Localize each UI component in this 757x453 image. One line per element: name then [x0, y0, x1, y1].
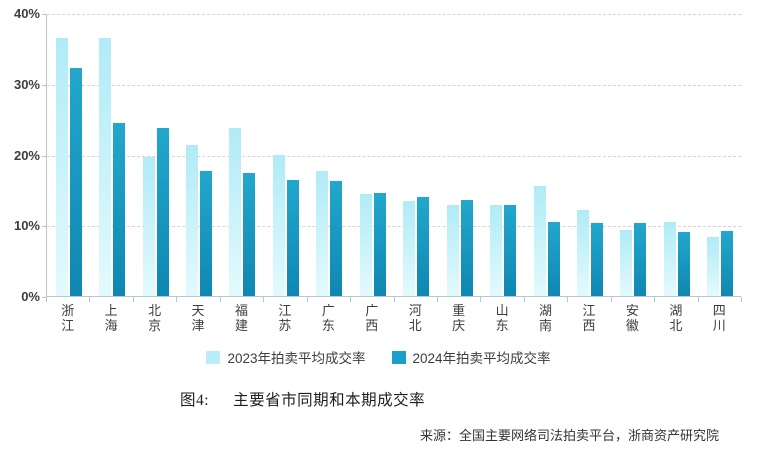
- x-tick-mark: [263, 297, 265, 302]
- bar-2023-河北: [403, 200, 416, 296]
- bar-2024-江西: [590, 223, 603, 296]
- x-tick-mark: [350, 297, 352, 302]
- bar-2023-安徽: [620, 229, 633, 296]
- y-tick-label-20%: 20%: [13, 147, 40, 163]
- y-tick-label-0%: 0%: [21, 289, 40, 304]
- gridline-20%: [47, 155, 741, 157]
- y-tick-mark: [42, 297, 46, 298]
- bar-2023-湖北: [663, 221, 676, 296]
- legend-label-2024: 2024年拍卖平均成交率: [412, 351, 551, 366]
- y-tick-label-10%: 10%: [13, 218, 40, 234]
- x-axis-label-重庆: 重庆: [452, 303, 466, 333]
- bar-2023-浙江: [55, 38, 68, 296]
- x-tick-mark: [567, 297, 569, 302]
- x-axis-label-天津: 天津: [191, 303, 205, 333]
- bar-2023-广东: [316, 170, 329, 296]
- x-axis-label-北京: 北京: [148, 303, 162, 333]
- bar-2023-广西: [359, 194, 372, 296]
- x-tick-mark: [89, 297, 91, 302]
- x-tick-mark: [480, 297, 482, 302]
- source-note: 来源：全国主要网络司法拍卖平台，浙商资产研究院: [420, 428, 720, 443]
- x-tick-mark: [132, 297, 134, 302]
- x-axis-label-河北: 河北: [408, 303, 422, 333]
- x-axis-label-江苏: 江苏: [278, 303, 292, 333]
- x-axis-label-四川: 四川: [712, 303, 726, 333]
- bar-2024-广西: [373, 193, 386, 296]
- x-axis-label-湖南: 湖南: [539, 303, 553, 333]
- figure-caption-label: 图4:: [180, 392, 210, 409]
- x-axis-label-湖北: 湖北: [669, 303, 683, 333]
- x-axis-label-安徽: 安徽: [625, 303, 639, 333]
- x-axis-label-广东: 广东: [321, 303, 335, 333]
- gridline-10%: [47, 226, 741, 228]
- x-tick-mark: [697, 297, 699, 302]
- gridline-40%: [47, 14, 741, 15]
- plot-area: [46, 14, 741, 297]
- bar-2023-重庆: [446, 204, 459, 296]
- x-tick-mark: [654, 297, 656, 302]
- bar-2023-福建: [229, 128, 242, 296]
- legend-item-2024: 2024年拍卖平均成交率: [391, 347, 551, 367]
- bar-2023-四川: [707, 237, 720, 296]
- bar-2023-湖南: [533, 185, 546, 296]
- chart-legend: 2023年拍卖平均成交率 2024年拍卖平均成交率: [0, 347, 757, 367]
- y-tick-mark: [42, 155, 46, 157]
- y-tick-label-30%: 30%: [13, 76, 40, 92]
- y-tick-mark: [42, 14, 46, 15]
- bar-2023-江苏: [272, 155, 285, 296]
- x-tick-mark: [306, 297, 308, 302]
- x-tick-mark: [523, 297, 525, 302]
- bar-2024-湖南: [547, 221, 560, 296]
- y-tick-label-40%: 40%: [13, 6, 40, 21]
- x-tick-mark: [176, 297, 178, 302]
- figure-caption: 图4: 主要省市同期和本期成交率: [180, 388, 425, 410]
- bar-2024-浙江: [69, 68, 82, 296]
- y-tick-mark: [42, 226, 46, 228]
- bar-2024-广东: [330, 180, 343, 296]
- bar-2024-重庆: [460, 199, 473, 296]
- bar-2023-北京: [142, 157, 155, 296]
- x-tick-mark: [219, 297, 221, 302]
- legend-label-2023: 2023年拍卖平均成交率: [227, 351, 366, 366]
- x-axis-label-广西: 广西: [365, 303, 379, 333]
- x-axis-label-福建: 福建: [234, 303, 248, 333]
- x-tick-mark: [610, 297, 612, 302]
- legend-swatch-2023-icon: [206, 350, 221, 364]
- x-tick-mark: [741, 297, 742, 302]
- gridline-30%: [47, 84, 741, 86]
- bar-2024-上海: [113, 122, 126, 296]
- bar-2023-江西: [576, 209, 589, 296]
- bar-2024-四川: [721, 230, 734, 296]
- bar-2024-福建: [243, 172, 256, 296]
- bar-2024-江苏: [286, 179, 299, 296]
- bar-2024-湖北: [677, 231, 690, 296]
- x-tick-mark: [436, 297, 438, 302]
- legend-item-2023: 2023年拍卖平均成交率: [206, 347, 366, 367]
- y-tick-mark: [42, 84, 46, 86]
- bar-2024-北京: [156, 128, 169, 296]
- figure-caption-title: 主要省市同期和本期成交率: [233, 392, 426, 409]
- bar-2024-山东: [504, 205, 517, 296]
- bar-2023-上海: [99, 38, 112, 296]
- bar-2023-天津: [186, 144, 199, 296]
- x-tick-mark: [46, 297, 47, 302]
- bar-2024-安徽: [634, 223, 647, 296]
- bar-2024-河北: [417, 196, 430, 296]
- bar-2024-天津: [200, 170, 213, 296]
- x-axis-label-浙江: 浙江: [61, 303, 75, 333]
- x-axis-label-山东: 山东: [495, 303, 509, 333]
- x-axis-label-江西: 江西: [582, 303, 596, 333]
- legend-swatch-2024-icon: [391, 350, 406, 364]
- x-tick-mark: [393, 297, 395, 302]
- x-axis-label-上海: 上海: [104, 303, 118, 333]
- bar-2023-山东: [490, 204, 503, 296]
